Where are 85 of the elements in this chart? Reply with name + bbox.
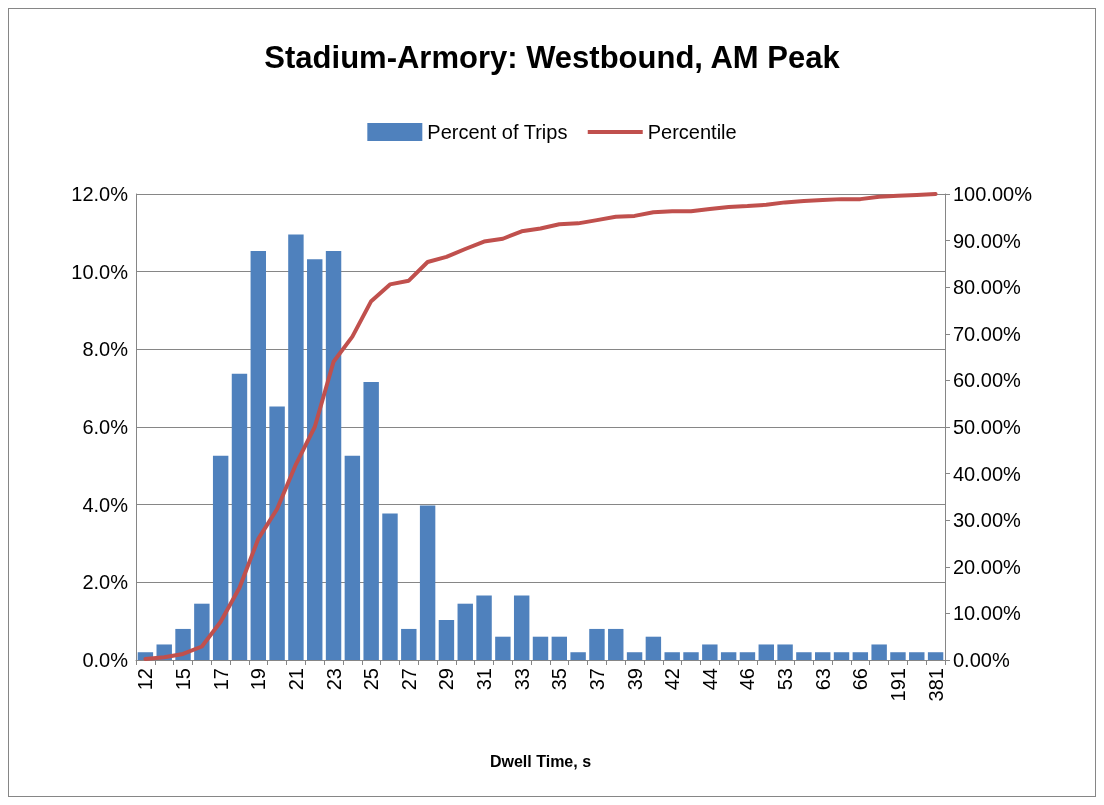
bar <box>344 455 361 660</box>
bar <box>212 455 229 660</box>
y-tick-label: 4.0% <box>82 493 129 516</box>
x-tick-label: 66 <box>849 668 872 691</box>
y2-tick-label: 100.00% <box>953 183 1033 205</box>
y2-tick-label: 30.00% <box>953 509 1022 532</box>
y2-tick-label: 40.00% <box>953 462 1022 485</box>
bar <box>551 636 568 660</box>
bar <box>250 251 266 660</box>
x-tick-label: 42 <box>661 668 684 691</box>
bar <box>438 620 455 660</box>
y-tick-label: 2.0% <box>82 571 129 594</box>
x-tick-label: 27 <box>397 668 420 691</box>
bar <box>363 381 379 660</box>
bar <box>871 644 887 660</box>
bar <box>401 628 417 660</box>
x-tick-label: 31 <box>473 668 496 691</box>
y-tick-label: 12.0% <box>71 183 129 205</box>
legend-label: Percentile <box>647 121 737 143</box>
x-tick-label: 21 <box>284 668 307 691</box>
x-tick-label: 63 <box>811 668 834 691</box>
bar <box>231 373 248 660</box>
bar <box>513 595 530 660</box>
bar <box>589 628 605 660</box>
bar <box>495 636 511 660</box>
y-tick-label: 0.0% <box>82 649 129 671</box>
bar <box>457 603 473 660</box>
x-tick-label: 29 <box>435 668 458 691</box>
bar <box>796 652 812 660</box>
x-tick-label: 44 <box>698 668 721 691</box>
y-tick-label: 8.0% <box>82 338 129 361</box>
bar <box>720 652 737 660</box>
legend-label: Percent of Trips <box>427 121 568 143</box>
x-tick-label: 37 <box>585 668 608 691</box>
x-tick-label: 53 <box>774 668 797 691</box>
x-tick-label: 25 <box>360 668 383 691</box>
x-tick-label: 23 <box>322 668 345 691</box>
y2-tick-label: 20.00% <box>953 555 1022 578</box>
y2-tick-label: 0.00% <box>953 649 1010 671</box>
bar <box>269 406 285 660</box>
bar <box>833 652 850 660</box>
bar <box>927 652 944 660</box>
y2-tick-label: 50.00% <box>953 416 1022 438</box>
bar <box>570 652 586 660</box>
bar <box>739 652 756 660</box>
bar <box>325 251 342 660</box>
x-tick-label: 39 <box>623 668 646 691</box>
y-tick-label: 6.0% <box>82 416 129 438</box>
bar <box>382 513 398 660</box>
bar <box>476 595 492 660</box>
x-tick-label: 19 <box>247 668 270 691</box>
bar <box>890 652 906 660</box>
x-tick-label: 191 <box>886 668 909 702</box>
x-tick-label: 381 <box>924 668 947 702</box>
x-tick-label: 35 <box>548 668 571 691</box>
bar <box>194 603 210 660</box>
bar <box>645 636 662 660</box>
bar <box>419 505 436 660</box>
x-tick-label: 46 <box>736 668 759 691</box>
chart-title: Stadium-Armory: Westbound, AM Peak <box>264 40 841 75</box>
x-axis-title: Dwell Time, s <box>489 752 592 770</box>
y2-tick-label: 70.00% <box>953 322 1022 345</box>
bar <box>664 652 680 660</box>
x-tick-label: 17 <box>209 668 232 691</box>
bar <box>909 652 925 660</box>
bar <box>288 234 304 660</box>
bar <box>815 652 831 660</box>
y2-tick-label: 90.00% <box>953 229 1022 252</box>
bar <box>608 628 624 660</box>
line-series <box>143 192 938 662</box>
bar <box>626 652 643 660</box>
x-tick-label: 33 <box>510 668 533 691</box>
y2-tick-label: 10.00% <box>953 602 1022 625</box>
bar <box>777 644 793 660</box>
bar <box>758 644 774 660</box>
x-tick-label: 15 <box>172 668 195 691</box>
bar <box>307 259 323 660</box>
bar <box>852 652 869 660</box>
y2-tick-label: 80.00% <box>953 276 1022 299</box>
bar <box>702 644 718 660</box>
x-tick-label: 12 <box>134 668 157 691</box>
bar <box>532 636 549 660</box>
bar <box>683 652 699 660</box>
y2-tick-label: 60.00% <box>953 369 1022 392</box>
y-tick-label: 10.0% <box>71 260 129 283</box>
